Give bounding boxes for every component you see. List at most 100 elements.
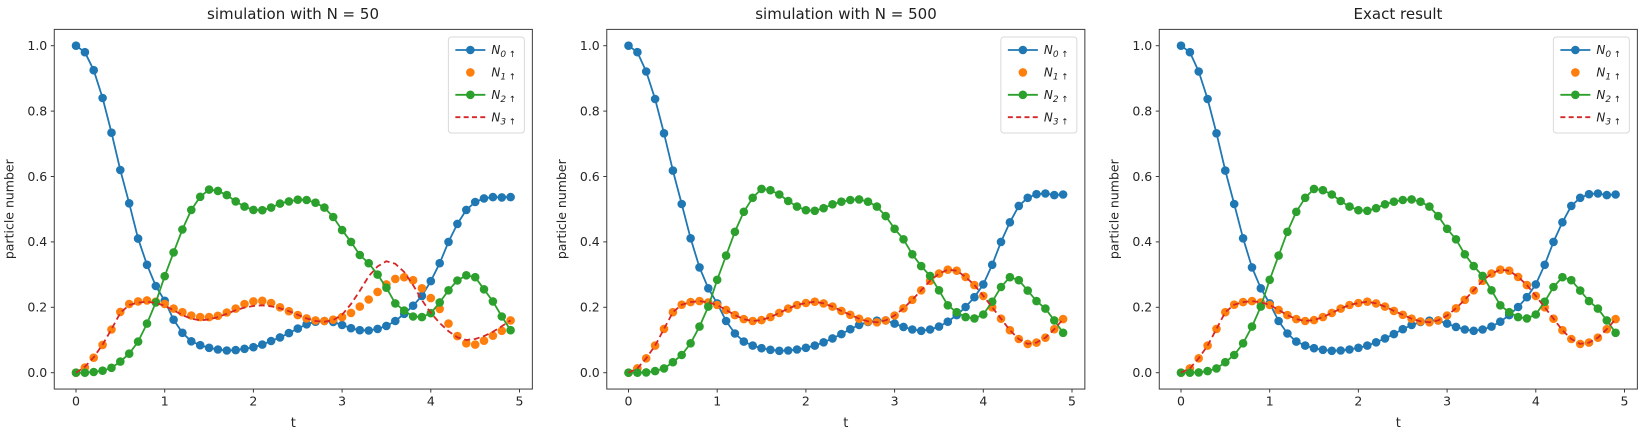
marker-N0-up bbox=[1185, 47, 1195, 57]
marker-N2-up bbox=[810, 206, 820, 216]
chart-2: 0 1 2 3 4 5 0.0 0.2 0.4 0.6 0.8 1.0 particle number t… bbox=[1106, 28, 1638, 431]
marker-N0-up bbox=[1575, 193, 1585, 203]
marker-N2-up bbox=[1203, 366, 1212, 376]
marker-N1-up bbox=[1354, 298, 1363, 308]
marker-N0-up bbox=[1522, 292, 1532, 302]
y-axis-label: particle number bbox=[1106, 158, 1121, 259]
marker-N2-up bbox=[80, 368, 90, 378]
legend-label-N1-up: N1 ↑ bbox=[1044, 66, 1069, 83]
x-tick-label: 4 bbox=[979, 394, 987, 409]
marker-N2-up bbox=[863, 197, 873, 206]
marker-N0-up bbox=[890, 319, 899, 328]
marker-N2-up bbox=[479, 285, 489, 294]
marker-N1-up bbox=[435, 304, 445, 314]
marker-N2-up bbox=[1513, 312, 1523, 322]
marker-N2-up bbox=[1300, 193, 1310, 203]
marker-N2-up bbox=[952, 307, 961, 317]
marker-N1-up bbox=[695, 296, 704, 306]
marker-N0-up bbox=[1584, 189, 1594, 199]
marker-N1-up bbox=[721, 305, 731, 315]
x-tick-label: 5 bbox=[1621, 394, 1629, 409]
marker-N0-up bbox=[1203, 94, 1212, 104]
x-tick-label: 4 bbox=[427, 394, 435, 409]
marker-N0-up bbox=[1221, 166, 1230, 175]
marker-N2-up bbox=[1058, 328, 1068, 338]
marker-N1-up bbox=[810, 297, 820, 307]
marker-N0-up bbox=[979, 280, 988, 289]
chart-title-exact: Exact result bbox=[1353, 5, 1443, 23]
x-tick-label: 5 bbox=[1068, 394, 1076, 409]
marker-N2-up bbox=[1050, 316, 1059, 325]
legend-label-N0-up: N0 ↑ bbox=[1044, 43, 1069, 60]
marker-N2-up bbox=[996, 282, 1006, 292]
marker-N1-up bbox=[1212, 324, 1221, 334]
marker-N0-up bbox=[801, 343, 811, 353]
marker-N2-up bbox=[872, 202, 882, 211]
marker-N0-up bbox=[1540, 260, 1549, 270]
y-tick-label: 0.6 bbox=[580, 169, 600, 184]
marker-N0-up bbox=[748, 341, 757, 350]
marker-N0-up bbox=[1469, 326, 1478, 336]
marker-N2-up bbox=[453, 276, 462, 285]
marker-N2-up bbox=[355, 250, 365, 260]
marker-N2-up bbox=[311, 198, 320, 207]
marker-N0-up bbox=[704, 284, 713, 293]
marker-N2-up bbox=[417, 312, 427, 322]
marker-N2-up bbox=[1185, 368, 1195, 378]
marker-N0-up bbox=[187, 337, 196, 346]
chart-0: 0 1 2 3 4 5 0.0 0.2 0.4 0.6 0.8 1.0 particle number t… bbox=[1, 28, 533, 431]
marker-N2-up bbox=[961, 312, 970, 322]
marker-N1-up bbox=[133, 297, 143, 306]
marker-N0-up bbox=[346, 323, 356, 333]
marker-N2-up bbox=[124, 349, 134, 359]
marker-N0-up bbox=[757, 343, 766, 353]
marker-N2-up bbox=[650, 366, 660, 376]
y-tick-label: 0.0 bbox=[580, 365, 600, 380]
marker-N0-up bbox=[435, 258, 445, 268]
series-line-N3-up bbox=[75, 260, 512, 374]
y-axis-label: particle number bbox=[554, 158, 569, 259]
marker-N1-up bbox=[426, 293, 436, 303]
marker-N2-up bbox=[408, 312, 418, 321]
marker-N2-up bbox=[641, 368, 651, 377]
marker-N2-up bbox=[195, 192, 205, 202]
marker-N2-up bbox=[204, 185, 214, 194]
marker-N0-up bbox=[1460, 325, 1470, 334]
marker-N2-up bbox=[1274, 251, 1283, 260]
marker-N2-up bbox=[1531, 310, 1541, 319]
marker-N0-up bbox=[1176, 41, 1186, 50]
x-axis-label: t bbox=[291, 416, 296, 431]
legend-marker-N2-up bbox=[1571, 90, 1580, 100]
marker-N0-up bbox=[1283, 329, 1292, 338]
marker-N0-up bbox=[204, 343, 214, 353]
marker-N0-up bbox=[1300, 341, 1310, 350]
marker-N0-up bbox=[1451, 322, 1461, 332]
y-tick-label: 0.8 bbox=[580, 103, 600, 118]
marker-N0-up bbox=[1005, 218, 1015, 227]
marker-N2-up bbox=[1549, 282, 1558, 292]
marker-N2-up bbox=[925, 271, 935, 281]
marker-N2-up bbox=[1023, 286, 1032, 295]
marker-N2-up bbox=[1487, 286, 1496, 295]
marker-N2-up bbox=[1345, 202, 1354, 211]
marker-N0-up bbox=[1513, 302, 1523, 312]
marker-N0-up bbox=[1309, 343, 1319, 353]
marker-N2-up bbox=[783, 196, 793, 206]
marker-N0-up bbox=[1567, 201, 1576, 211]
legend-label-N0-up: N0 ↑ bbox=[1596, 43, 1621, 60]
marker-N2-up bbox=[116, 357, 125, 366]
marker-N2-up bbox=[766, 185, 775, 195]
marker-N1-up bbox=[346, 308, 356, 318]
legend-label-N3-up: N3 ↑ bbox=[1044, 110, 1069, 127]
x-tick-label: 0 bbox=[1177, 394, 1185, 409]
series-line-N3-up bbox=[1180, 268, 1617, 374]
marker-N0-up bbox=[169, 315, 178, 325]
legend-label-N2-up: N2 ↑ bbox=[1044, 88, 1069, 105]
marker-N0-up bbox=[1496, 317, 1505, 327]
legend-label-N3-up: N3 ↑ bbox=[491, 110, 516, 127]
marker-N2-up bbox=[187, 205, 196, 215]
marker-N1-up bbox=[748, 316, 757, 326]
marker-N1-up bbox=[792, 300, 802, 310]
marker-N2-up bbox=[916, 261, 926, 271]
